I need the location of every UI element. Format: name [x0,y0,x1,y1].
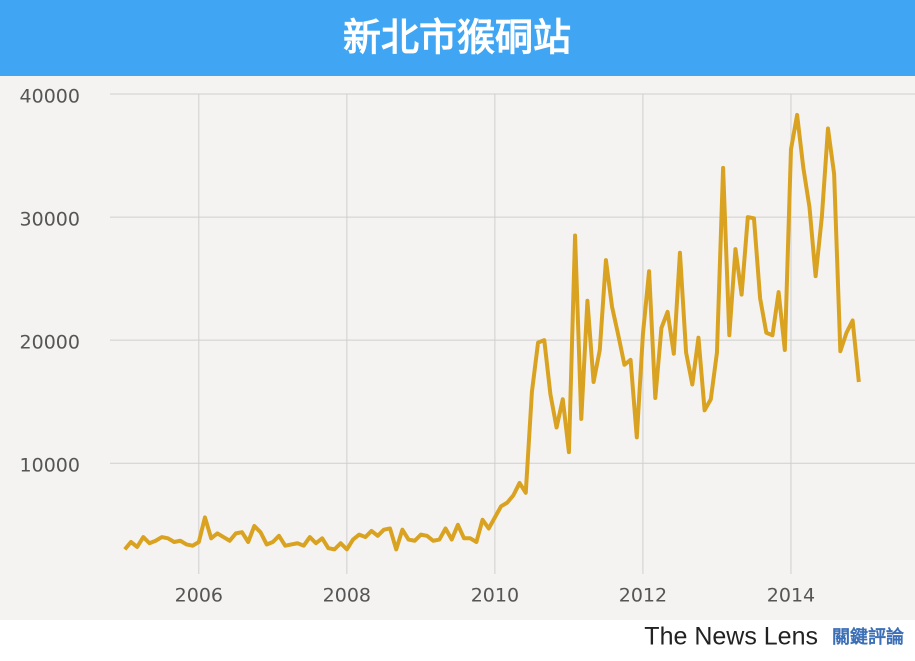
x-tick-label: 2010 [471,585,519,607]
y-tick-label: 10000 [20,455,80,477]
header-band [0,0,915,76]
plot: 10000 20000 30000 40000 2006 2008 2010 2012 2014 [20,86,915,607]
x-tick-label: 2008 [323,585,371,607]
x-tick-label: 2012 [619,585,667,607]
brand-zh: 關鍵評論 [832,626,905,648]
brand: The News Lens [644,623,818,651]
y-tick-label: 40000 [20,86,80,108]
y-tick-label: 20000 [20,332,80,354]
x-tick-label: 2006 [175,585,223,607]
y-tick-label: 30000 [20,209,80,231]
data-line [123,112,861,552]
plot-background [0,76,915,620]
chart-title: 新北市猴硐站 [343,16,571,60]
x-tick-label: 2014 [767,585,815,607]
